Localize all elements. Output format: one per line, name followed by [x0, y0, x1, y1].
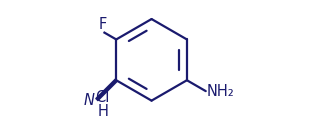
- Text: NH₂: NH₂: [207, 84, 235, 99]
- Text: Cl: Cl: [95, 90, 110, 105]
- Text: H: H: [97, 104, 108, 119]
- Text: N: N: [84, 93, 95, 108]
- Text: F: F: [99, 17, 107, 32]
